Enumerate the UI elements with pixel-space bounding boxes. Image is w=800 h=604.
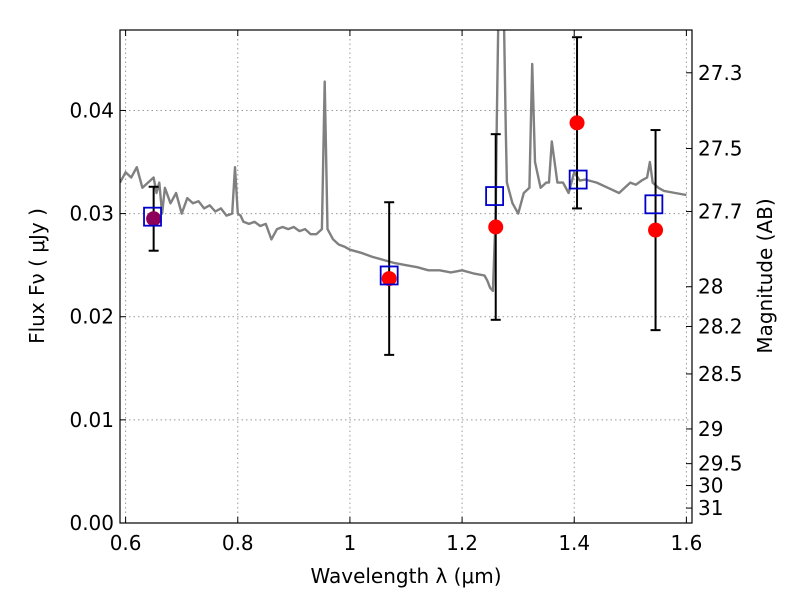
right-tick-label: 28 [698,275,723,299]
right-tick-label: 31 [698,496,723,520]
y-axis-title: Flux Fν ( μJy ) [25,208,49,344]
observed-point [569,115,585,131]
x-tick-label: 1 [344,531,357,555]
model-photometry-points [143,169,664,286]
observed-points [146,115,664,287]
right-tick-label: 28.2 [698,314,743,338]
model-photometry-point [485,186,505,206]
model-photometry-point [143,206,162,227]
y-tick-labels: 0.00 0.01 0.02 0.03 0.04 [69,98,114,535]
grid-lines [120,30,692,524]
plot-frame [119,29,693,524]
x-axis-title: Wavelength λ (μm) [310,564,501,588]
y-tick-label: 0.01 [69,408,114,432]
right-tick-label: 28.5 [698,362,743,386]
right-tick-label: 30 [698,474,723,498]
model-spectrum-line [120,30,687,293]
overlap-point [146,211,162,227]
y-tick-label: 0.02 [69,305,114,329]
x-tick-label: 1.4 [558,531,590,555]
model-spectrum [120,30,687,293]
observed-point [146,211,162,227]
x-tick-label: 1.6 [670,531,702,555]
model-photometry-point [644,194,664,215]
observed-point [488,219,504,235]
x-tick-label: 0.6 [110,531,142,555]
y-tick-label: 0.03 [69,202,114,226]
right-axis-title: Magnitude (AB) [753,198,777,353]
right-tick-label: 29.5 [698,452,743,476]
x-tick-labels: 0.6 0.8 1 1.2 1.4 1.6 [110,531,703,555]
y-tick-label: 0.00 [69,511,114,535]
right-tick-label: 29 [698,417,723,441]
error-bars [148,36,661,356]
axis-ticks [120,30,692,524]
model-photometry-point [568,169,588,190]
right-tick-label: 27.3 [698,61,743,85]
right-tick-label: 27.5 [698,137,743,161]
observed-point [648,222,664,238]
observed-point [381,271,397,287]
x-tick-label: 0.8 [222,531,254,555]
x-tick-label: 1.2 [446,531,478,555]
right-tick-label: 27.7 [698,200,743,224]
model-photometry-point [379,265,399,286]
y-tick-label: 0.04 [69,98,114,122]
